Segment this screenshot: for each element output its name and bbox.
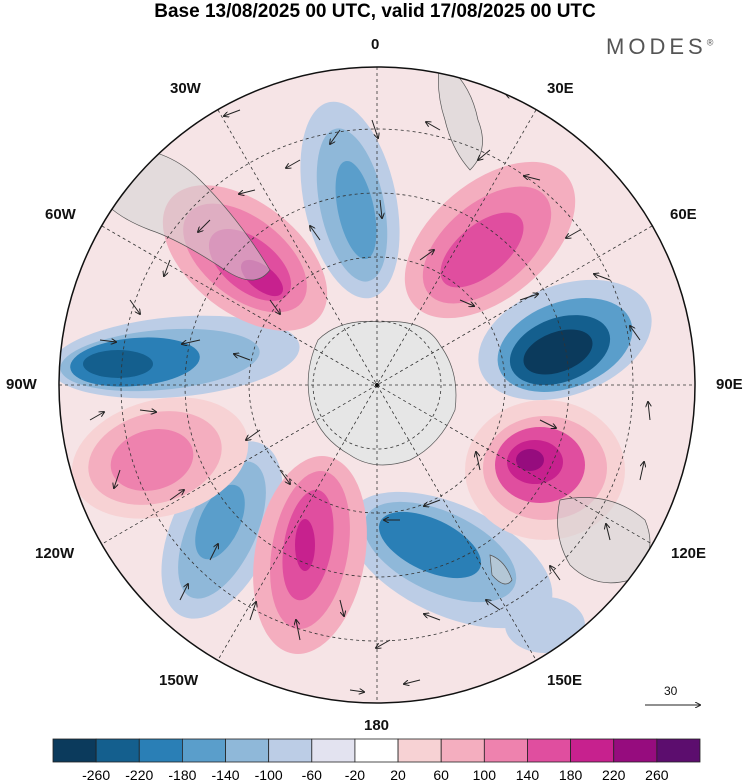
positive-lobe-northeast	[404, 161, 576, 319]
colorbar-swatch	[268, 738, 313, 763]
lon-label-150e: 150E	[547, 672, 583, 689]
anomaly-field	[59, 67, 695, 703]
land-masses	[94, 67, 651, 585]
lon-label-180: 180	[364, 717, 390, 734]
colorbar-swatch	[440, 738, 485, 763]
colorbar-swatch	[570, 738, 615, 763]
colorbar-swatch	[397, 738, 442, 763]
colorbar-swatch	[138, 738, 183, 763]
lon-label-0: 0	[371, 36, 380, 53]
colorbar-tick-label: 60	[433, 767, 449, 783]
colorbar	[52, 738, 701, 763]
lon-label-60e: 60E	[670, 206, 697, 223]
map-boundary	[58, 66, 696, 704]
reference-vector-label: 30	[664, 684, 678, 698]
colorbar-tick-label: -20	[344, 767, 366, 783]
colorbar-tick-label: 20	[390, 767, 406, 783]
negative-lobe-west	[59, 315, 300, 399]
colorbar-swatch	[354, 738, 399, 763]
colorbar-tick-label: -220	[125, 767, 154, 783]
colorbar-swatch	[181, 738, 226, 763]
colorbar-swatch	[225, 738, 270, 763]
south-pole-marker	[375, 383, 379, 387]
africa	[438, 67, 483, 171]
colorbar-tick-label: -260	[82, 767, 111, 783]
colorbar-swatch	[95, 738, 140, 763]
colorbar-swatch	[527, 738, 572, 763]
colorbar-swatch	[483, 738, 528, 763]
map-title: Base 13/08/2025 00 UTC, valid 17/08/2025…	[154, 1, 596, 22]
colorbar-tick-label: -100	[254, 767, 283, 783]
antarctica	[307, 321, 457, 466]
new-zealand	[489, 554, 513, 585]
negative-lobe-north	[300, 101, 400, 299]
colorbar-swatch	[311, 738, 356, 763]
colorbar-swatch	[52, 738, 97, 763]
lon-label-90e: 90E	[716, 376, 743, 393]
colorbar-tick-label: 140	[515, 767, 540, 783]
lon-label-120w: 120W	[35, 545, 75, 562]
registered-mark: ®	[706, 37, 714, 48]
colorbar-swatch	[656, 738, 701, 763]
colorbar-tick-label: -180	[168, 767, 197, 783]
positive-lobe-west	[71, 397, 249, 519]
lon-label-90w: 90W	[6, 376, 37, 393]
colorbar-tick-label: -60	[301, 767, 322, 783]
colorbar-tick-label: 180	[558, 767, 583, 783]
colorbar-swatch	[613, 738, 658, 763]
south-america	[94, 147, 271, 281]
positive-lobe-south	[253, 456, 367, 654]
brand-text: MODES	[606, 34, 707, 59]
lon-label-30e: 30E	[547, 80, 574, 97]
lon-label-30w: 30W	[170, 80, 201, 97]
lon-label-120e: 120E	[671, 545, 707, 562]
colorbar-tick-label: 260	[645, 767, 669, 783]
colorbar-tick-label: 220	[602, 767, 626, 783]
lon-label-60w: 60W	[45, 206, 76, 223]
colorbar-tick-label: -140	[211, 767, 240, 783]
modes-logo: MODES®	[606, 34, 713, 60]
colorbar-tick-label: 100	[472, 767, 497, 783]
lon-label-150w: 150W	[159, 672, 199, 689]
